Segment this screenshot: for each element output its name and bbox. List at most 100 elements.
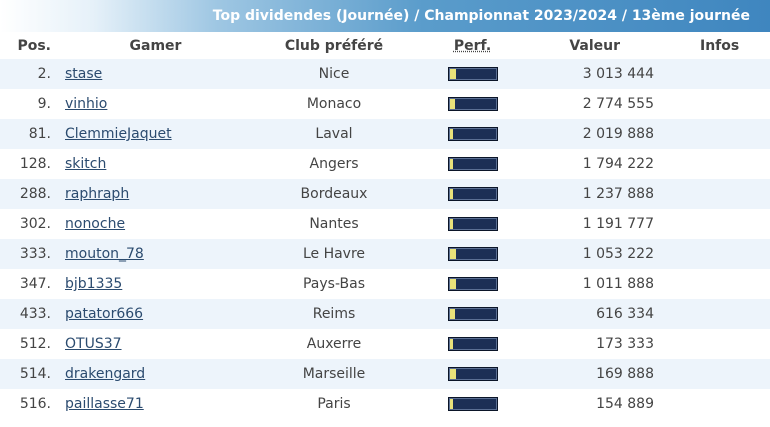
row-infos [660,89,770,119]
perf-bar [447,307,498,321]
perf-bar [447,97,498,111]
row-perf-cell [415,329,530,359]
row-pos: 81. [0,119,58,149]
header-gamer: Gamer [129,37,182,54]
row-valeur: 2 774 555 [530,89,660,119]
row-infos [660,179,770,209]
row-gamer-cell: raphraph [58,179,253,209]
table-row: 516. paillasse71 Paris 154 889 [0,389,770,419]
perf-bar-fill [449,189,453,199]
row-gamer-cell: paillasse71 [58,389,253,419]
row-infos [660,389,770,419]
row-gamer-cell: patator666 [58,299,253,329]
row-gamer-cell: skitch [58,149,253,179]
row-infos [660,59,770,89]
perf-bar-fill [449,219,453,229]
row-club: Bordeaux [253,179,415,209]
gamer-link[interactable]: nonoche [65,216,126,232]
perf-bar [447,337,498,351]
gamer-link[interactable]: paillasse71 [65,396,144,412]
row-perf-cell [415,119,530,149]
row-perf-cell [415,179,530,209]
row-pos: 128. [0,149,58,179]
row-pos: 347. [0,269,58,299]
gamer-link[interactable]: patator666 [65,306,144,322]
header-valeur: Valeur [569,37,620,54]
perf-bar-fill [449,159,453,169]
row-valeur: 1 053 222 [530,239,660,269]
ranking-title: Top dividendes (Journée) / Championnat 2… [212,8,750,24]
row-perf-cell [415,389,530,419]
table-row: 302. nonoche Nantes 1 191 777 [0,209,770,239]
row-infos [660,359,770,389]
gamer-link[interactable]: bjb1335 [65,276,123,292]
perf-bar-fill [449,399,453,409]
row-infos [660,239,770,269]
gamer-link[interactable]: ClemmieJaquet [65,126,172,142]
row-pos: 9. [0,89,58,119]
row-valeur: 1 794 222 [530,149,660,179]
row-pos: 2. [0,59,58,89]
gamer-link[interactable]: OTUS37 [65,336,122,352]
perf-bar [447,217,498,231]
row-valeur: 169 888 [530,359,660,389]
table-row: 81. ClemmieJaquet Laval 2 019 888 [0,119,770,149]
perf-bar-fill [449,69,456,79]
table-row: 514. drakengard Marseille 169 888 [0,359,770,389]
row-club: Le Havre [253,239,415,269]
row-club: Auxerre [253,329,415,359]
table-header-row: Pos. Gamer Club préféré Perf. Valeur Inf… [0,32,770,59]
row-perf-cell [415,149,530,179]
row-club: Monaco [253,89,415,119]
row-infos [660,329,770,359]
row-perf-cell [415,209,530,239]
row-pos: 302. [0,209,58,239]
row-gamer-cell: bjb1335 [58,269,253,299]
row-perf-cell [415,359,530,389]
row-gamer-cell: vinhio [58,89,253,119]
table-row: 2. stase Nice 3 013 444 [0,59,770,89]
perf-bar [447,247,498,261]
row-perf-cell [415,59,530,89]
row-club: Nantes [253,209,415,239]
row-pos: 512. [0,329,58,359]
header-club: Club préféré [284,37,384,54]
gamer-link[interactable]: stase [65,66,103,82]
gamer-link[interactable]: skitch [65,156,107,172]
row-valeur: 154 889 [530,389,660,419]
table-row: 433. patator666 Reims 616 334 [0,299,770,329]
row-club: Reims [253,299,415,329]
row-pos: 288. [0,179,58,209]
row-gamer-cell: drakengard [58,359,253,389]
header-perf[interactable]: Perf. [415,32,530,59]
gamer-link[interactable]: raphraph [65,186,130,202]
perf-header-label[interactable]: Perf. [453,37,492,54]
perf-bar-fill [449,129,453,139]
table-row: 512. OTUS37 Auxerre 173 333 [0,329,770,359]
row-valeur: 1 237 888 [530,179,660,209]
perf-bar [447,157,498,171]
row-club: Angers [253,149,415,179]
perf-bar [447,367,498,381]
ranking-table: Pos. Gamer Club préféré Perf. Valeur Inf… [0,32,770,419]
perf-bar-fill [449,369,456,379]
gamer-link[interactable]: vinhio [65,96,108,112]
perf-bar [447,277,498,291]
row-valeur: 1 191 777 [530,209,660,239]
row-pos: 514. [0,359,58,389]
ranking-title-banner: Top dividendes (Journée) / Championnat 2… [0,0,770,32]
perf-bar-fill [449,279,456,289]
perf-bar-fill [449,249,456,259]
row-infos [660,299,770,329]
row-valeur: 2 019 888 [530,119,660,149]
row-valeur: 173 333 [530,329,660,359]
perf-bar [447,67,498,81]
row-gamer-cell: nonoche [58,209,253,239]
gamer-link[interactable]: mouton_78 [65,246,144,262]
row-perf-cell [415,89,530,119]
table-row: 288. raphraph Bordeaux 1 237 888 [0,179,770,209]
row-pos: 516. [0,389,58,419]
row-pos: 433. [0,299,58,329]
row-infos [660,269,770,299]
gamer-link[interactable]: drakengard [65,366,146,382]
